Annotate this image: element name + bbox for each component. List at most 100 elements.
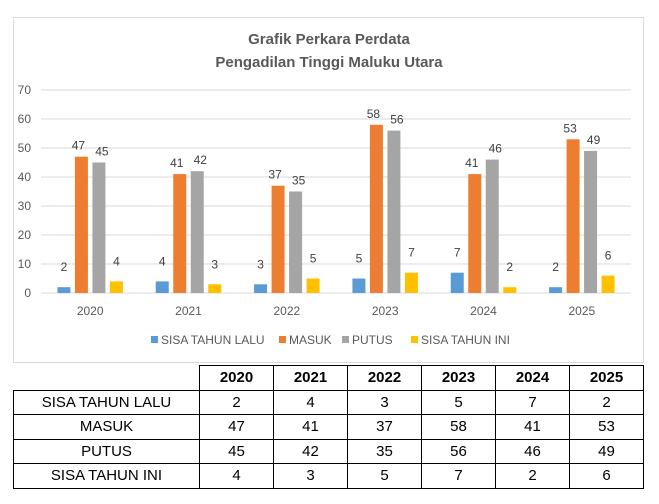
table-header-year: 2023 xyxy=(421,365,496,391)
table-cell: 2 xyxy=(495,463,570,489)
legend-label: SISA TAHUN LALU xyxy=(161,333,265,347)
y-tick-label: 40 xyxy=(18,170,32,184)
data-label: 53 xyxy=(563,121,577,135)
data-label: 2 xyxy=(552,260,559,274)
data-label: 47 xyxy=(72,139,86,153)
row-label: MASUK xyxy=(13,414,200,440)
bar-putus xyxy=(190,171,204,293)
legend-swatch xyxy=(411,336,418,343)
table-cell: 4 xyxy=(199,463,274,489)
y-tick-label: 20 xyxy=(18,228,32,242)
row-label: PUTUS xyxy=(13,438,200,464)
bar-putus xyxy=(387,130,401,293)
bar-chart: Grafik Perkara Perdata Pengadilan Tinggi … xyxy=(18,31,631,347)
data-label: 49 xyxy=(587,133,601,147)
y-tick-label: 0 xyxy=(24,286,31,300)
table-header-year: 2021 xyxy=(273,365,348,391)
legend-swatch xyxy=(151,336,158,343)
table-cell: 5 xyxy=(421,389,496,415)
data-label: 35 xyxy=(292,174,306,188)
y-tick-label: 30 xyxy=(18,199,32,213)
bar-sisa-tahun-lalu xyxy=(450,272,464,293)
data-label: 2 xyxy=(61,260,68,274)
table-cell: 46 xyxy=(495,438,570,464)
legend-label: PUTUS xyxy=(352,333,393,347)
table-cell: 7 xyxy=(421,463,496,489)
table-row: SISA TAHUN LALU 2 4 3 5 7 2 xyxy=(13,389,644,415)
x-tick-label: 2022 xyxy=(273,304,300,318)
bar-sisa-tahun-ini xyxy=(404,272,418,293)
bar-putus xyxy=(92,162,106,293)
data-label: 4 xyxy=(113,254,120,268)
legend-swatch xyxy=(279,336,286,343)
bar-sisa-tahun-lalu xyxy=(549,287,563,293)
y-tick-label: 70 xyxy=(18,83,32,97)
table-cell: 2 xyxy=(569,389,644,415)
data-label: 3 xyxy=(257,257,264,271)
data-label: 2 xyxy=(506,260,513,274)
table-corner xyxy=(14,366,200,391)
table-row: SISA TAHUN INI 4 3 5 7 2 6 xyxy=(13,463,644,489)
y-tick-label: 50 xyxy=(18,141,32,155)
bar-masuk xyxy=(468,174,482,293)
y-tick-label: 60 xyxy=(18,112,32,126)
legend-label: MASUK xyxy=(289,333,332,347)
table-row: MASUK 47 41 37 58 41 53 xyxy=(13,414,644,440)
data-label: 37 xyxy=(268,168,282,182)
bar-sisa-tahun-lalu xyxy=(352,278,366,293)
bar-putus xyxy=(289,191,303,293)
table-cell: 45 xyxy=(199,438,274,464)
table-cell: 3 xyxy=(347,389,422,415)
data-label: 46 xyxy=(489,142,503,156)
bar-sisa-tahun-ini xyxy=(503,287,517,293)
table-cell: 6 xyxy=(569,463,644,489)
data-label: 7 xyxy=(408,246,415,260)
table-cell: 35 xyxy=(347,438,422,464)
table-header-year: 2022 xyxy=(347,365,422,391)
data-label: 58 xyxy=(367,107,381,121)
bar-masuk xyxy=(566,139,580,293)
bar-sisa-tahun-lalu xyxy=(155,281,169,293)
table-cell: 5 xyxy=(347,463,422,489)
y-tick-label: 10 xyxy=(18,257,32,271)
data-label: 4 xyxy=(159,254,166,268)
chart-area: Grafik Perkara Perdata Pengadilan Tinggi … xyxy=(13,17,644,363)
data-table: 2020 2021 2022 2023 2024 2025 SISA TAHUN LALU… xyxy=(13,365,644,489)
data-label: 5 xyxy=(356,252,363,266)
table-cell: 4 xyxy=(273,389,348,415)
table-row: PUTUS 45 42 35 56 46 49 xyxy=(13,438,644,464)
bar-sisa-tahun-ini xyxy=(306,278,320,293)
table-header-year: 2020 xyxy=(199,365,274,391)
table-cell: 2 xyxy=(199,389,274,415)
bar-sisa-tahun-lalu xyxy=(254,284,268,293)
bar-sisa-tahun-ini xyxy=(109,281,123,293)
table-cell: 37 xyxy=(347,414,422,440)
legend-swatch xyxy=(342,336,349,343)
bar-putus xyxy=(485,159,499,293)
table-cell: 56 xyxy=(421,438,496,464)
table-cell: 49 xyxy=(569,438,644,464)
bar-masuk xyxy=(271,185,285,293)
x-tick-label: 2023 xyxy=(372,304,399,318)
chart-title-line: Pengadilan Tinggi Maluku Utara xyxy=(215,54,443,71)
data-label: 42 xyxy=(194,153,208,167)
data-label: 45 xyxy=(95,145,109,159)
table-cell: 41 xyxy=(273,414,348,440)
table-header-year: 2024 xyxy=(495,365,570,391)
data-label: 41 xyxy=(465,156,479,170)
table-cell: 58 xyxy=(421,414,496,440)
row-label: SISA TAHUN LALU xyxy=(13,389,200,415)
table-cell: 41 xyxy=(495,414,570,440)
x-tick-label: 2021 xyxy=(175,304,202,318)
bar-masuk xyxy=(74,156,88,293)
data-label: 7 xyxy=(454,246,461,260)
data-label: 5 xyxy=(310,252,317,266)
row-label: SISA TAHUN INI xyxy=(13,463,200,489)
data-label: 56 xyxy=(390,113,404,127)
legend-label: SISA TAHUN INI xyxy=(421,333,510,347)
bar-masuk xyxy=(173,174,187,293)
table-cell: 53 xyxy=(569,414,644,440)
data-label: 6 xyxy=(605,249,612,263)
table-cell: 3 xyxy=(273,463,348,489)
bar-masuk xyxy=(369,124,383,293)
